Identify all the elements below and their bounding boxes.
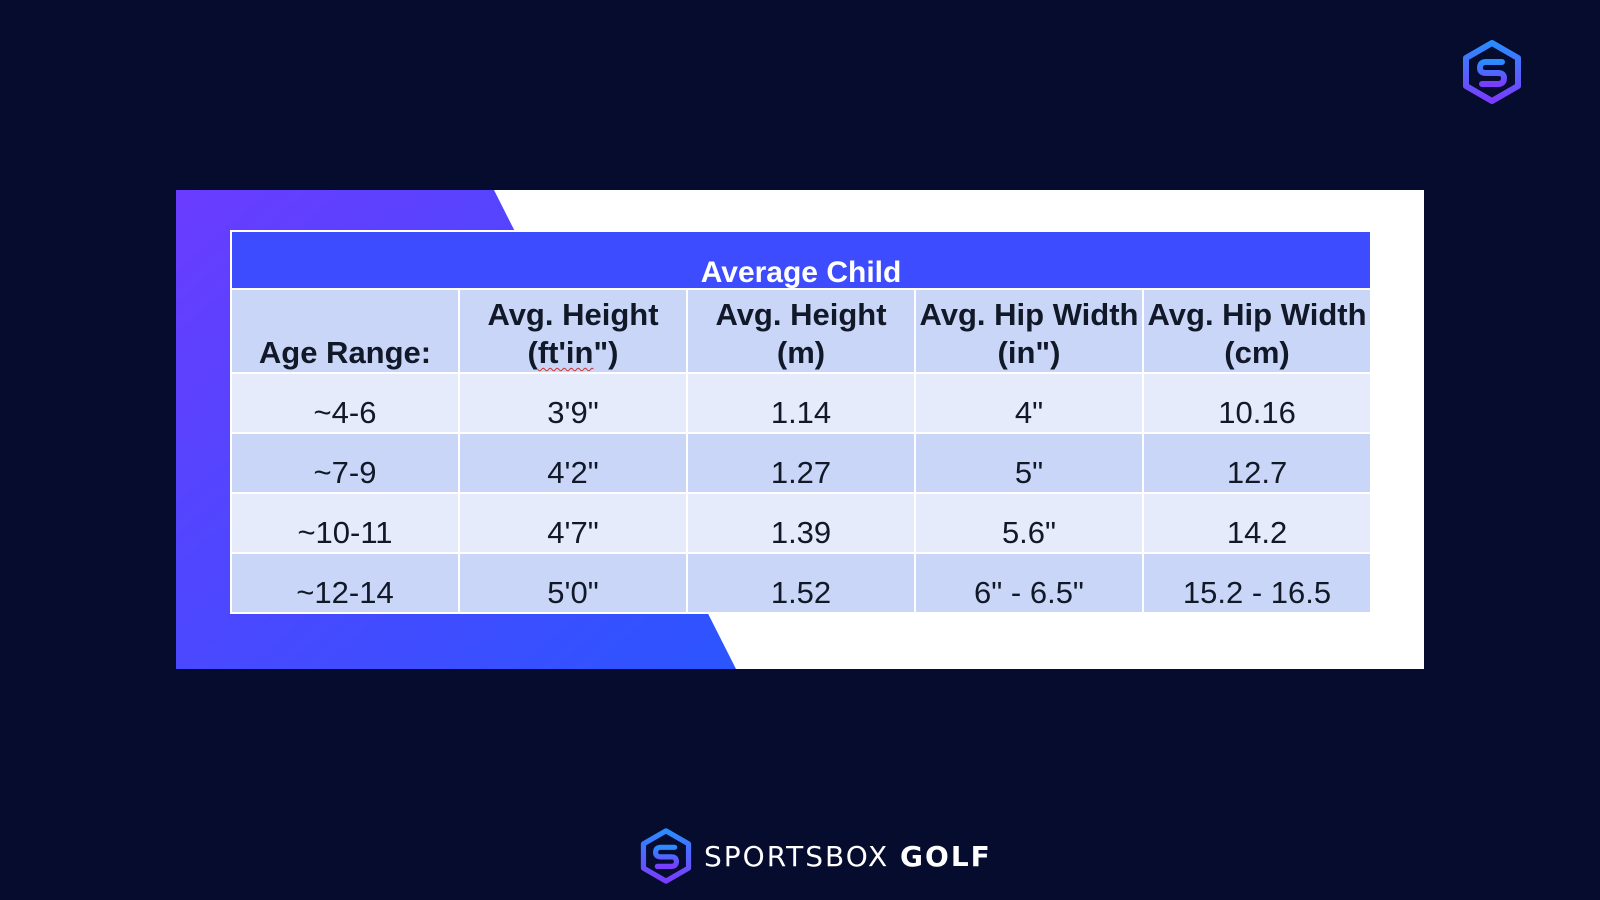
header-line-2: (in"): [997, 335, 1061, 370]
cell-hip-width-in: 6" - 6.5": [914, 552, 1144, 614]
header-line-1: Avg. Height: [487, 297, 659, 332]
cell-height-m: 1.39: [686, 492, 916, 554]
header-line-1: Avg. Hip Width: [919, 297, 1139, 332]
brand-wordmark: SPORTSBOX GOLF: [704, 840, 992, 873]
average-child-table: Average Child Age Range: Avg. Height (ft…: [229, 230, 1373, 614]
header-line-2: Age Range:: [258, 335, 432, 370]
table-panel: Average Child Age Range: Avg. Height (ft…: [176, 190, 1424, 669]
table-row: ~12-14 5'0" 1.52 6" - 6.5" 15.2 - 16.5: [230, 552, 1373, 614]
cell-height-ftin: 4'7": [458, 492, 688, 554]
brand-name-regular: SPORTSBOX: [704, 839, 890, 873]
cell-height-ftin: 4'2": [458, 432, 688, 494]
header-line-2: Avg. Height (m): [715, 297, 887, 370]
cell-hip-width-in: 4": [914, 372, 1144, 434]
spellcheck-flagged-text: ft'in: [537, 335, 594, 370]
header-age-range: Age Range:: [230, 288, 460, 374]
table-row: ~4-6 3'9" 1.14 4" 10.16: [230, 372, 1373, 434]
cell-hip-width-in: 5": [914, 432, 1144, 494]
cell-hip-width-in: 5.6": [914, 492, 1144, 554]
brand-name-bold: GOLF: [900, 839, 992, 873]
cell-height-m: 1.52: [686, 552, 916, 614]
cell-hip-width-cm: 14.2: [1141, 492, 1373, 554]
header-avg-height-ftin: Avg. Height (ft'in"): [458, 288, 688, 374]
table-title: Average Child: [229, 230, 1373, 290]
header-line-1: Avg. Hip Width: [1147, 297, 1367, 332]
header-avg-height-m: Avg. Height (m): [686, 288, 916, 374]
header-line-2: (ft'in"): [460, 334, 686, 372]
cell-hip-width-cm: 10.16: [1141, 372, 1373, 434]
header-text-suffix: "): [593, 335, 619, 370]
header-text-prefix: (: [527, 335, 538, 370]
cell-hip-width-cm: 12.7: [1141, 432, 1373, 494]
header-avg-hip-width-in: Avg. Hip Width (in"): [914, 288, 1144, 374]
cell-age-range: ~4-6: [230, 372, 460, 434]
cell-height-ftin: 3'9": [458, 372, 688, 434]
cell-hip-width-cm: 15.2 - 16.5: [1141, 552, 1373, 614]
cell-age-range: ~10-11: [230, 492, 460, 554]
sportsbox-logo-icon: [640, 828, 692, 884]
cell-height-m: 1.27: [686, 432, 916, 494]
cell-age-range: ~12-14: [230, 552, 460, 614]
cell-height-m: 1.14: [686, 372, 916, 434]
footer-brand: SPORTSBOX GOLF: [640, 826, 992, 886]
sportsbox-logo-icon: [1463, 40, 1521, 104]
cell-height-ftin: 5'0": [458, 552, 688, 614]
cell-age-range: ~7-9: [230, 432, 460, 494]
table-row: ~7-9 4'2" 1.27 5" 12.7: [230, 432, 1373, 494]
table-row: ~10-11 4'7" 1.39 5.6" 14.2: [230, 492, 1373, 554]
header-avg-hip-width-cm: Avg. Hip Width (cm): [1141, 288, 1373, 374]
header-line-2: (cm): [1224, 335, 1290, 370]
